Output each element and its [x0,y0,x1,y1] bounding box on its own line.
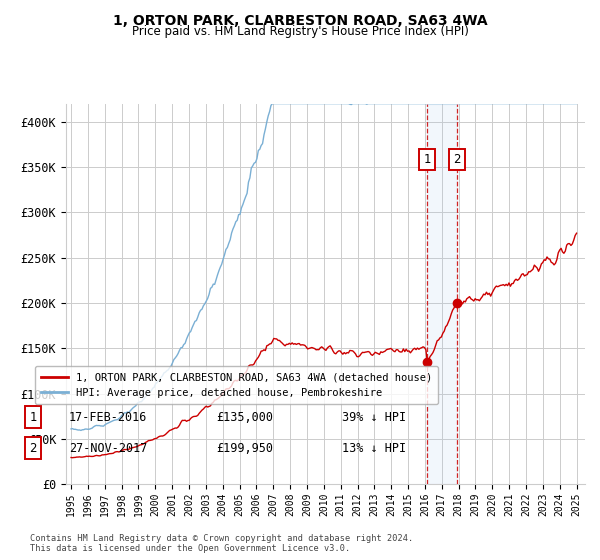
Text: 27-NOV-2017: 27-NOV-2017 [69,441,148,455]
Text: 39% ↓ HPI: 39% ↓ HPI [342,410,406,424]
Text: 1: 1 [29,410,37,424]
Text: Contains HM Land Registry data © Crown copyright and database right 2024.
This d: Contains HM Land Registry data © Crown c… [30,534,413,553]
Text: Price paid vs. HM Land Registry's House Price Index (HPI): Price paid vs. HM Land Registry's House … [131,25,469,38]
Text: 1, ORTON PARK, CLARBESTON ROAD, SA63 4WA: 1, ORTON PARK, CLARBESTON ROAD, SA63 4WA [113,14,487,28]
Bar [427,104,457,484]
Text: 1: 1 [423,153,431,166]
Text: 13% ↓ HPI: 13% ↓ HPI [342,441,406,455]
Text: £199,950: £199,950 [216,441,273,455]
Text: £135,000: £135,000 [216,410,273,424]
Text: 17-FEB-2016: 17-FEB-2016 [69,410,148,424]
Legend: 1, ORTON PARK, CLARBESTON ROAD, SA63 4WA (detached house), HPI: Average price, d: 1, ORTON PARK, CLARBESTON ROAD, SA63 4WA… [35,366,439,404]
Text: 2: 2 [453,153,461,166]
Text: 2: 2 [29,441,37,455]
